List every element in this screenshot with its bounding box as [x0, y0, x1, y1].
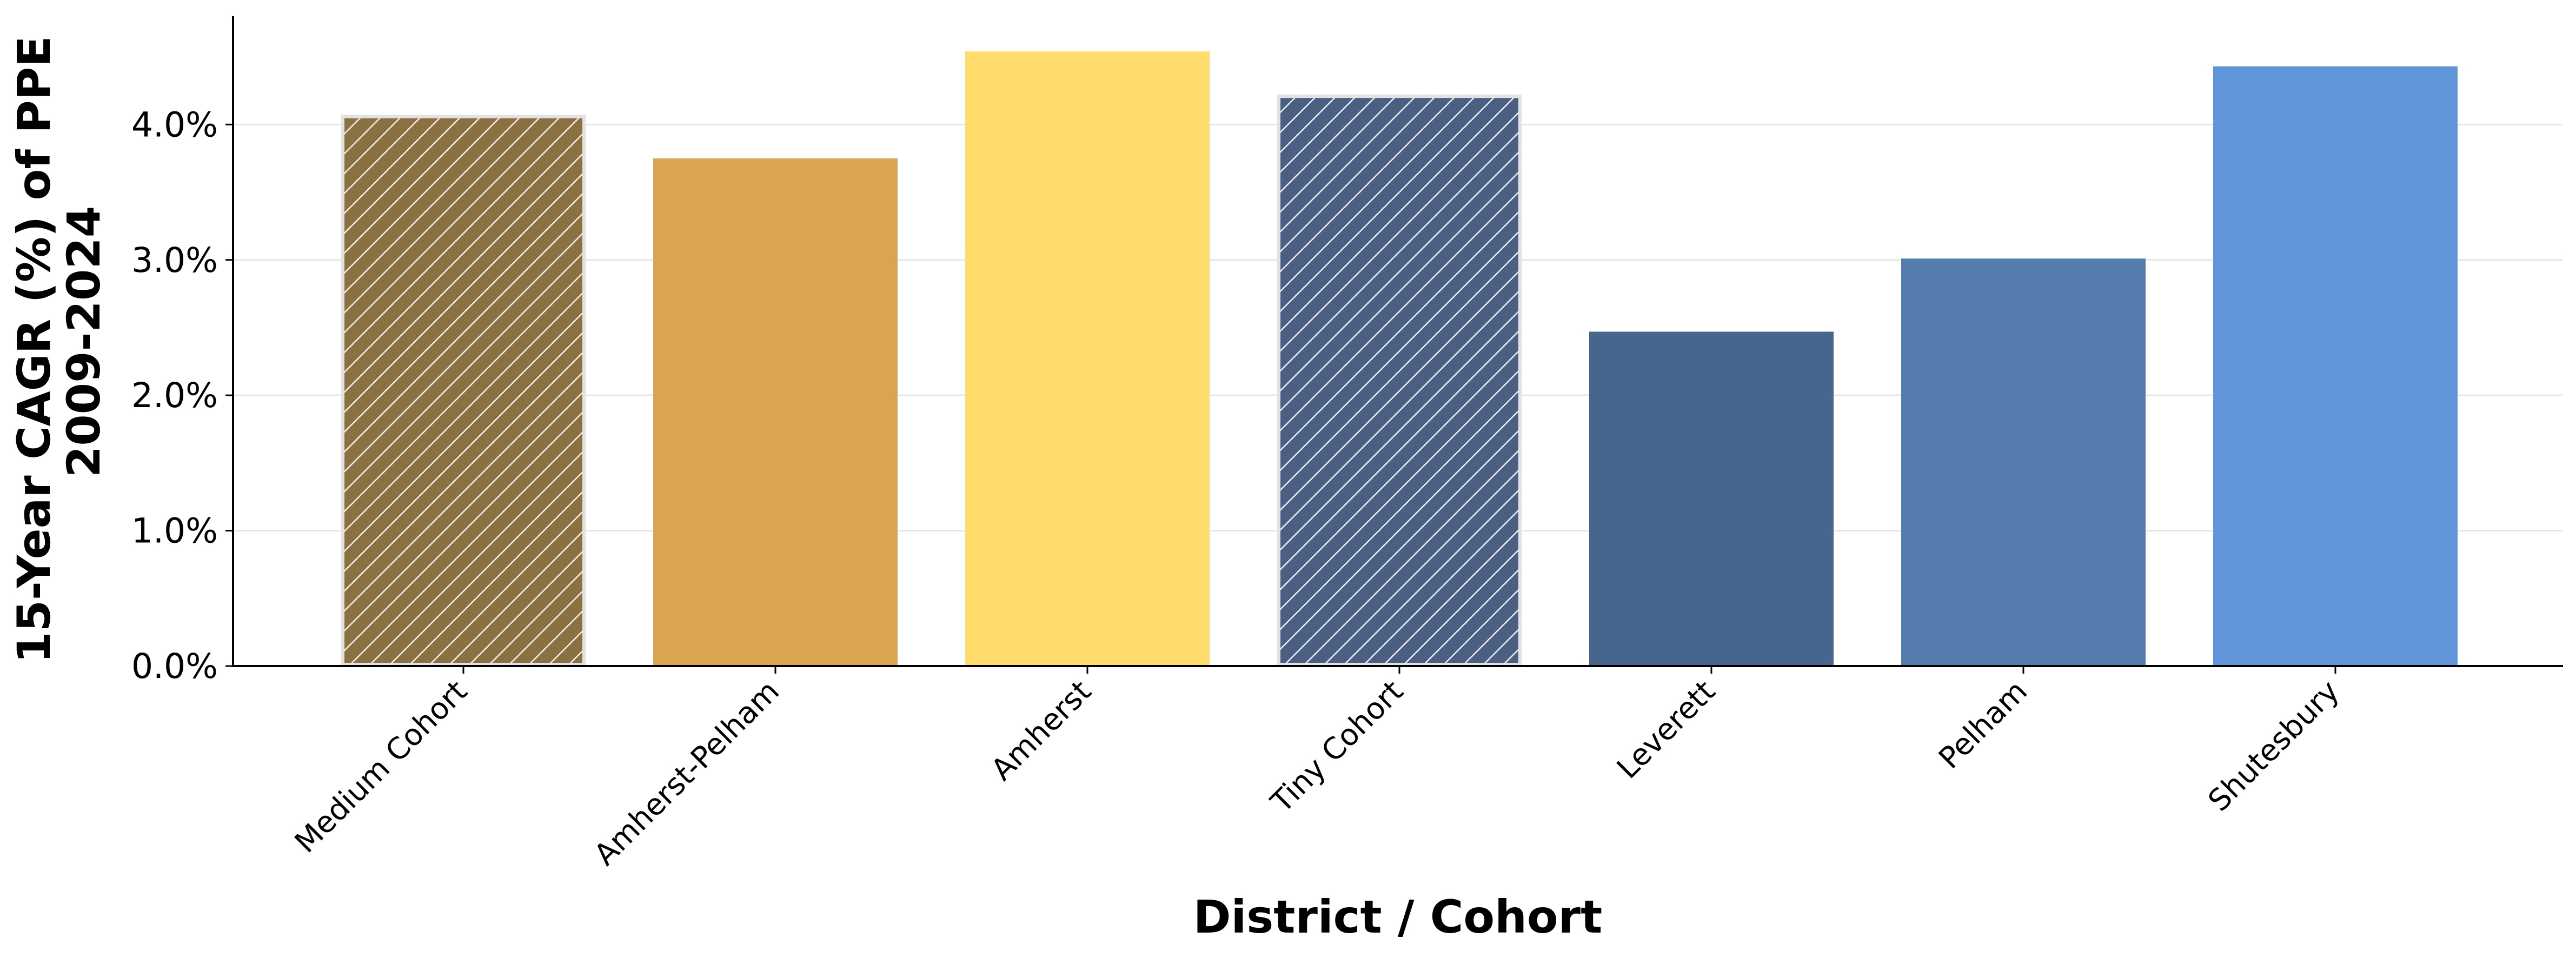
bar-hatch: [341, 115, 586, 666]
y-ticks: 0.0% 1.0% 2.0% 3.0% 4.0%: [131, 105, 233, 686]
y-tick-label: 4.0%: [131, 105, 218, 144]
x-tick-label: Tiny Cohort: [1264, 674, 1410, 820]
bars: [341, 51, 2458, 667]
x-tick-label: Medium Cohort: [288, 674, 474, 860]
x-tick-label: Amherst-Pelham: [587, 674, 786, 872]
bar-amherst-pelham: [653, 158, 898, 666]
y-tick-label: 1.0%: [131, 511, 218, 551]
x-tick-label: Pelham: [1932, 674, 2034, 775]
bar-shutesbury: [2213, 66, 2458, 666]
x-ticks: Medium Cohort Amherst-Pelham Amherst Tiny C…: [288, 666, 2346, 872]
bar-hatch: [1277, 95, 1522, 666]
x-tick-label: Leverett: [1610, 674, 1722, 786]
bar-pelham: [1901, 258, 2146, 666]
bar-leverett: [1589, 331, 1834, 666]
y-tick-label: 3.0%: [131, 241, 218, 280]
x-tick-label: Amherst: [984, 674, 1098, 787]
bar-amherst: [965, 51, 1210, 667]
x-tick-label: Shutesbury: [2201, 674, 2346, 818]
bar-outline: [341, 115, 586, 667]
y-axis-title: 15-Year CAGR (%) of PPE 2009-2024: [8, 20, 110, 663]
y-axis-title-line-1: 15-Year CAGR (%) of PPE: [8, 36, 61, 663]
bar-outline: [1277, 95, 1522, 666]
y-axis-title-line-2: 2009-2024: [57, 206, 110, 477]
x-axis-title: District / Cohort: [1193, 890, 1602, 943]
y-tick-label: 2.0%: [131, 376, 218, 415]
y-tick-label: 0.0%: [131, 647, 218, 686]
